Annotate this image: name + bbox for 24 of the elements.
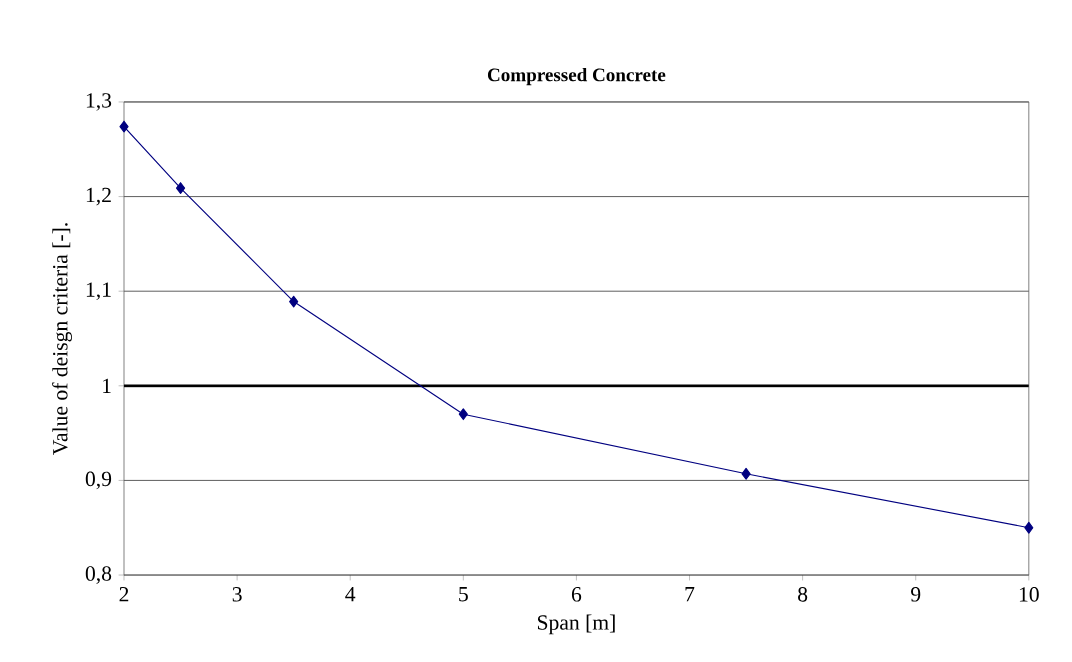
x-tick-label: 6 [571, 586, 582, 602]
y-tick-label: 1,2 [86, 187, 111, 206]
point [289, 295, 299, 308]
x-tick-label: 9 [911, 586, 921, 602]
x-tick-label: 3 [232, 586, 242, 602]
x-axis-title: Span [m] [537, 614, 615, 635]
point [458, 408, 468, 420]
y-tick-label: 1,1 [86, 282, 111, 300]
y-tick-label: 0,8 [85, 566, 112, 584]
point [1024, 521, 1034, 534]
y-axis-title: Value of deisgn criteria [-]. [52, 223, 73, 455]
x-tick-label: 4 [345, 586, 356, 602]
point [119, 120, 129, 133]
x-tick-label: 5 [459, 586, 468, 602]
y-tick-label: 1 [103, 378, 111, 393]
point [741, 467, 751, 480]
x-tick-label: 8 [798, 586, 808, 602]
x-tick-label: 10 [1019, 586, 1039, 602]
chart-title: Compressed Concrete [487, 67, 666, 86]
y-tick-label: 0,9 [85, 471, 112, 490]
y-tick-label: 1,3 [86, 93, 112, 111]
x-tick-label: 2 [119, 586, 129, 602]
x-tick-label: 7 [685, 586, 695, 602]
point [175, 182, 186, 194]
